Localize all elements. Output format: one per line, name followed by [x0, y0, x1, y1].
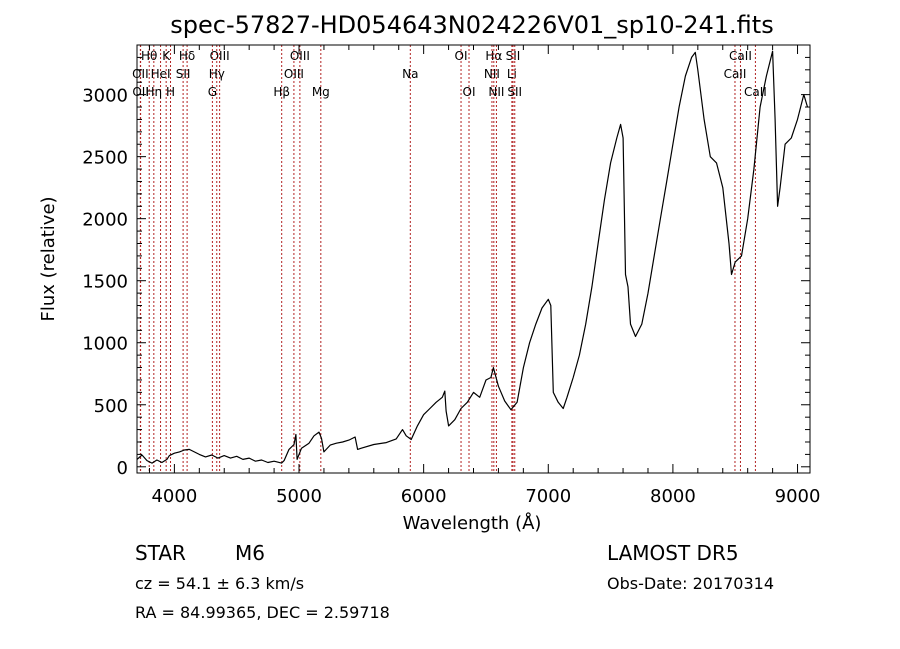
marker-label: OI [455, 49, 468, 63]
marker-label: H [166, 85, 175, 99]
y-tick-label: 500 [94, 396, 128, 417]
marker-label: SII [506, 49, 521, 63]
y-tick-label: 1000 [82, 334, 128, 355]
x-tick-label: 7000 [525, 486, 571, 507]
marker-label: OI [463, 85, 476, 99]
plot-frame [136, 44, 811, 474]
marker-label: CaII [729, 49, 752, 63]
x-tick-label: 4000 [151, 486, 197, 507]
marker-label: HeI [151, 67, 171, 81]
marker-label: Hβ [273, 85, 290, 99]
x-tick-label: 9000 [775, 486, 821, 507]
y-tick-label: 2500 [82, 148, 128, 169]
x-axis-label: Wavelength (Å) [403, 512, 542, 534]
x-tick-label: 6000 [401, 486, 447, 507]
marker-label: OII [132, 85, 149, 99]
marker-label: K [162, 49, 171, 63]
marker-label: G [208, 85, 217, 99]
marker-label: OIII [290, 49, 310, 63]
marker-label: Hη [146, 85, 163, 99]
marker-label: NII [484, 67, 500, 81]
marker-label: SII [176, 67, 191, 81]
survey-name: LAMOST DR5 [607, 541, 739, 565]
marker-label: Li [507, 67, 517, 81]
marker-label: Na [402, 67, 418, 81]
y-tick-label: 1500 [82, 272, 128, 293]
marker-label: OIII [284, 67, 304, 81]
object-subclass: M6 [235, 541, 265, 565]
y-tick-label: 2000 [82, 210, 128, 231]
spectrum-line [136, 50, 809, 464]
marker-label: Hγ [209, 67, 225, 81]
coordinates: RA = 84.99365, DEC = 2.59718 [135, 603, 390, 622]
y-axis: 0 500 1000 1500 2000 2500 3000 [82, 56, 810, 479]
marker-label: Mg [312, 85, 330, 99]
marker-label: OIII [210, 49, 230, 63]
y-tick-label: 3000 [82, 86, 128, 107]
marker-label: Hδ [179, 49, 195, 63]
marker-label: Hα [485, 49, 502, 63]
x-tick-label: 8000 [650, 486, 696, 507]
marker-label: CaII [744, 85, 767, 99]
object-class: STAR [135, 541, 186, 565]
redshift-cz: cz = 54.1 ± 6.3 km/s [135, 574, 304, 593]
x-axis: 4000 5000 6000 7000 8000 9000 [148, 45, 821, 507]
x-tick-label: 5000 [276, 486, 322, 507]
marker-label: Hθ [141, 49, 157, 63]
y-axis-label: Flux (relative) [38, 196, 59, 321]
y-tick-label: 0 [117, 458, 128, 479]
obs-date: Obs-Date: 20170314 [607, 574, 774, 593]
marker-label: CaII [724, 67, 747, 81]
chart-title: spec-57827-HD054643N024226V01_sp10-241.f… [170, 11, 773, 39]
marker-label: SII [507, 85, 522, 99]
marker-label: NII [488, 85, 504, 99]
